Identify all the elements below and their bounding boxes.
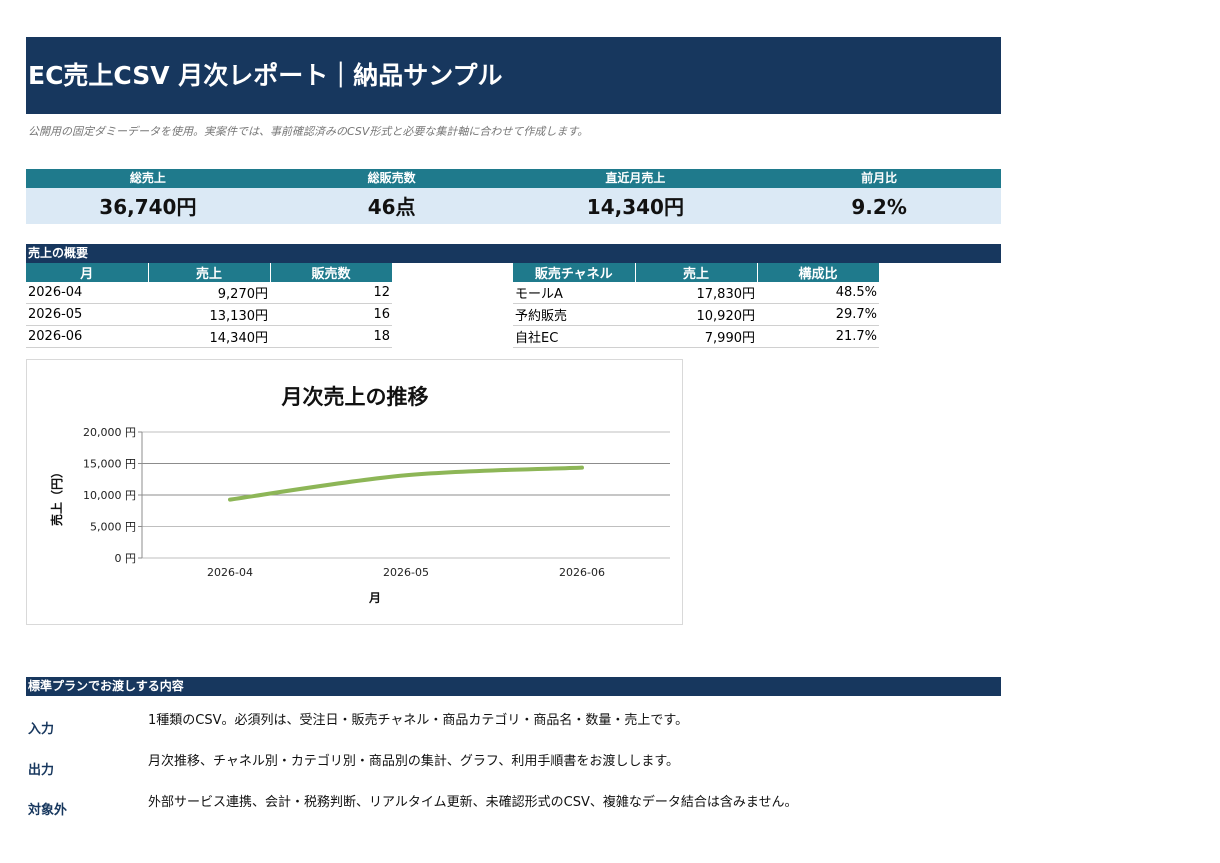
table-cell[interactable]: 2026-05 (26, 303, 148, 326)
table-row[interactable]: 2026-04 9,270円 12 (26, 282, 392, 304)
table-header[interactable]: 構成比 (757, 263, 880, 282)
table-cell[interactable]: 48.5% (757, 282, 879, 304)
table-cell[interactable]: 10,920円 (635, 303, 757, 326)
report-title: EC売上CSV 月次レポート｜納品サンプル (26, 37, 1001, 114)
chart-x-axis-label: 月 (368, 591, 381, 605)
plan-exclusion-label: 対象外 (28, 803, 68, 818)
kpi-label-bar: 総売上 総販売数 直近月売上 前月比 (26, 169, 1001, 188)
chart-series (228, 465, 584, 502)
chart-gridlines (141, 431, 670, 559)
table-row[interactable]: 自社EC 7,990円 21.7% (513, 325, 879, 348)
table-row[interactable]: 2026-06 14,340円 18 (26, 325, 392, 348)
chart-y-ticks: 20,000 円 15,000 円 10,000 円 5,000 円 0 円 (83, 426, 142, 565)
plan-output-text: 月次推移、チャネル別・カテゴリ別・商品別の集計、グラフ、利用手順書をお渡しします… (148, 754, 680, 769)
table-cell[interactable]: 14,340円 (148, 325, 270, 348)
chart-y-axis-label: 売上（円） (49, 466, 64, 526)
table-cell[interactable]: 9,270円 (148, 282, 270, 304)
chart-x-tick-label: 2026-05 (383, 566, 429, 579)
table-header[interactable]: 販売チャネル (513, 263, 636, 282)
plan-section-title: 標準プランでお渡しする内容 (26, 677, 1001, 696)
monthly-table: 月 売上 販売数 2026-04 9,270円 12 2026-05 13,13… (26, 263, 393, 348)
table-cell[interactable]: 16 (270, 303, 392, 326)
chart-y-tick-label: 0 円 (115, 552, 137, 565)
table-cell[interactable]: 17,830円 (635, 282, 757, 304)
chart-series-line (228, 465, 584, 502)
chart-y-tick-label: 10,000 円 (83, 489, 136, 502)
plan-input-label: 入力 (28, 722, 55, 737)
kpi-label-latest-month: 直近月売上 (605, 171, 666, 185)
table-cell[interactable]: 12 (270, 282, 392, 304)
plan-input-text: 1種類のCSV。必須列は、受注日・販売チャネル・商品カテゴリ・商品名・数量・売上… (148, 713, 689, 728)
channel-table: 販売チャネル 売上 構成比 モールA 17,830円 48.5% 予約販売 10… (513, 263, 880, 348)
table-cell[interactable]: 21.7% (757, 325, 879, 348)
table-row[interactable]: モールA 17,830円 48.5% (513, 282, 879, 304)
report-note: 公開用の固定ダミーデータを使用。実案件では、事前確認済みのCSV形式と必要な集計… (28, 125, 589, 138)
table-header[interactable]: 売上 (148, 263, 271, 282)
table-cell[interactable]: 29.7% (757, 303, 879, 326)
chart-x-ticks: 2026-04 2026-05 2026-06 (207, 566, 605, 579)
chart-title: 月次売上の推移 (281, 385, 429, 409)
kpi-value-bar: 36,740円 46点 14,340円 9.2% (26, 188, 1001, 224)
table-header[interactable]: 販売数 (270, 263, 393, 282)
plan-exclusion-text: 外部サービス連携、会計・税務判断、リアルタイム更新、未確認形式のCSV、複雑なデ… (148, 795, 798, 810)
chart-x-tick-label: 2026-06 (559, 566, 605, 579)
table-row[interactable]: 2026-05 13,130円 16 (26, 303, 392, 326)
kpi-value-total-units: 46点 (367, 195, 416, 219)
plan-output-label: 出力 (28, 763, 55, 778)
table-cell[interactable]: モールA (513, 282, 635, 304)
table-cell[interactable]: 13,130円 (148, 303, 270, 326)
chart-svg: 月次売上の推移 20,000 円 15,000 円 10,000 円 5,000 円 0… (49, 385, 670, 605)
chart-y-tick-label: 15,000 円 (83, 458, 136, 471)
table-row[interactable]: 予約販売 10,920円 29.7% (513, 303, 879, 326)
table-cell[interactable]: 7,990円 (635, 325, 757, 348)
table-cell[interactable]: 自社EC (513, 325, 635, 348)
table-cell[interactable]: 18 (270, 325, 392, 348)
chart-y-tick-label: 5,000 円 (90, 521, 136, 534)
chart-x-tick-label: 2026-04 (207, 566, 253, 579)
kpi-label-total-units: 総販売数 (367, 171, 416, 185)
kpi-value-total-sales: 36,740円 (99, 195, 197, 219)
table-cell[interactable]: 2026-04 (26, 282, 148, 304)
kpi-value-latest-month: 14,340円 (586, 195, 684, 219)
summary-section-title: 売上の概要 (26, 244, 1001, 263)
monthly-sales-chart[interactable]: 月次売上の推移 20,000 円 15,000 円 10,000 円 5,000 円 0… (26, 359, 683, 625)
chart-y-tick-label: 20,000 円 (83, 426, 136, 439)
kpi-label-total-sales: 総売上 (129, 171, 166, 185)
table-header[interactable]: 月 (26, 263, 149, 282)
table-header[interactable]: 売上 (635, 263, 758, 282)
table-cell[interactable]: 予約販売 (513, 303, 635, 326)
table-cell[interactable]: 2026-06 (26, 325, 148, 348)
kpi-value-mom: 9.2% (851, 195, 907, 219)
kpi-label-mom: 前月比 (861, 171, 898, 185)
